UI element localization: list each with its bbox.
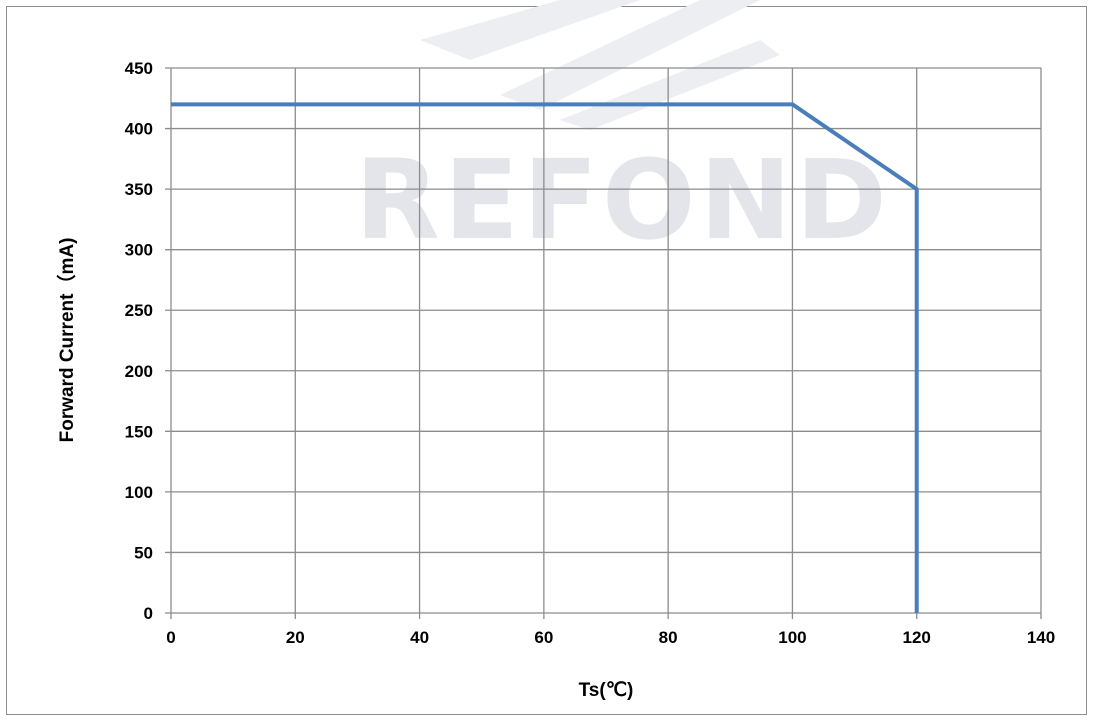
- watermark-text: REFOND: [355, 136, 891, 264]
- x-tick-label: 40: [410, 628, 429, 647]
- watermark: REFOND: [355, 0, 891, 264]
- tick-labels: 0 20 40 60 80 100 120 140 0 50 100 150 200 250 300 350 4…: [125, 59, 1056, 647]
- y-tick-label: 100: [125, 483, 153, 502]
- y-tick-label: 250: [125, 301, 153, 320]
- x-tick-label: 140: [1027, 628, 1055, 647]
- x-tick-label: 60: [534, 628, 553, 647]
- chart-frame: [6, 6, 1087, 715]
- x-tick-label: 0: [166, 628, 175, 647]
- x-tick-label: 20: [286, 628, 305, 647]
- y-tick-label: 350: [125, 180, 153, 199]
- y-tick-label: 50: [134, 543, 153, 562]
- x-tick-label: 120: [903, 628, 931, 647]
- series: [171, 102, 919, 613]
- series-line: [171, 102, 919, 613]
- y-tick-label: 200: [125, 362, 153, 381]
- x-tick-label: 100: [778, 628, 806, 647]
- y-tick-label: 0: [144, 604, 153, 623]
- y-tick-label: 150: [125, 422, 153, 441]
- y-tick-label: 450: [125, 59, 153, 78]
- y-tick-label: 400: [125, 120, 153, 139]
- y-axis-title: Forward Current（mA): [55, 238, 78, 443]
- x-tick-label: 80: [659, 628, 678, 647]
- y-tick-label: 300: [125, 241, 153, 260]
- x-axis-title: Ts(℃): [579, 680, 634, 701]
